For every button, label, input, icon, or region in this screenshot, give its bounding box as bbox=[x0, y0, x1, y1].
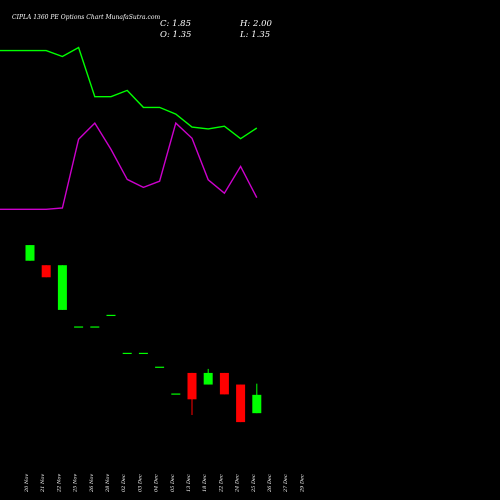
close-value: C: 1.85 bbox=[160, 19, 191, 29]
candle bbox=[25, 245, 35, 261]
candle-body bbox=[41, 265, 51, 278]
candle bbox=[138, 352, 148, 355]
candle bbox=[203, 368, 213, 385]
candle-body bbox=[219, 372, 229, 395]
x-tick-label: 26 Nov bbox=[89, 474, 95, 493]
low-value: L: 1.35 bbox=[239, 30, 270, 40]
candle-body bbox=[106, 314, 116, 317]
candle-body bbox=[252, 394, 262, 414]
x-tick-label: 22 Dec bbox=[218, 474, 224, 493]
open-value: O: 1.35 bbox=[160, 30, 191, 40]
upper-indicator-line bbox=[0, 46, 258, 140]
x-tick-label: 25 Nov bbox=[73, 474, 79, 493]
lower-indicator-line bbox=[0, 121, 258, 211]
x-tick-label: 29 Dec bbox=[299, 474, 305, 493]
x-tick-label: 04 Dec bbox=[154, 474, 160, 492]
indicator-lines bbox=[0, 46, 258, 211]
x-tick-label: 25 Dec bbox=[251, 474, 257, 493]
candle bbox=[219, 372, 229, 395]
x-tick-label: 20 Nov bbox=[24, 474, 30, 493]
candle-body bbox=[90, 326, 100, 328]
x-tick-label: 27 Dec bbox=[283, 474, 289, 493]
x-tick-label: 02 Dec bbox=[121, 474, 127, 492]
candle bbox=[74, 326, 84, 328]
candle-body bbox=[74, 326, 84, 328]
x-tick-label: 22 Nov bbox=[56, 474, 62, 493]
x-tick-label: 05 Dec bbox=[170, 474, 176, 492]
x-tick-label: 26 Dec bbox=[267, 474, 273, 493]
candle-body bbox=[171, 393, 181, 395]
candle bbox=[57, 265, 67, 310]
x-tick-label: 28 Nov bbox=[105, 474, 111, 493]
candle-body bbox=[25, 245, 35, 261]
candle bbox=[90, 326, 100, 328]
x-tick-labels: 20 Nov 21 Nov 22 Nov 25 Nov 26 Nov 28 Nov 02 D… bbox=[24, 474, 305, 493]
candle bbox=[187, 372, 197, 415]
candle-body bbox=[155, 366, 165, 368]
candle bbox=[155, 366, 165, 368]
x-tick-label: 13 Dec bbox=[186, 474, 192, 492]
candle bbox=[252, 383, 262, 414]
x-tick-label: 03 Dec bbox=[137, 474, 143, 492]
candle bbox=[122, 352, 132, 355]
x-tick-label: 24 Dec bbox=[235, 474, 241, 493]
candle bbox=[171, 393, 181, 395]
candle-body bbox=[203, 372, 213, 385]
candle-body bbox=[57, 265, 67, 310]
candle bbox=[236, 384, 246, 423]
candle-body bbox=[122, 352, 132, 355]
candle bbox=[41, 265, 51, 278]
high-value: H: 2.00 bbox=[239, 19, 272, 29]
candle-body bbox=[138, 352, 148, 355]
candle bbox=[106, 314, 116, 317]
candle-body bbox=[236, 384, 246, 423]
candle-body bbox=[187, 372, 197, 400]
x-tick-label: 21 Nov bbox=[40, 474, 46, 493]
x-tick-label: 18 Dec bbox=[202, 474, 208, 492]
candles bbox=[25, 245, 262, 423]
chart-title: CIPLA 1360 PE Options Chart MunafaSutra.… bbox=[12, 14, 160, 21]
